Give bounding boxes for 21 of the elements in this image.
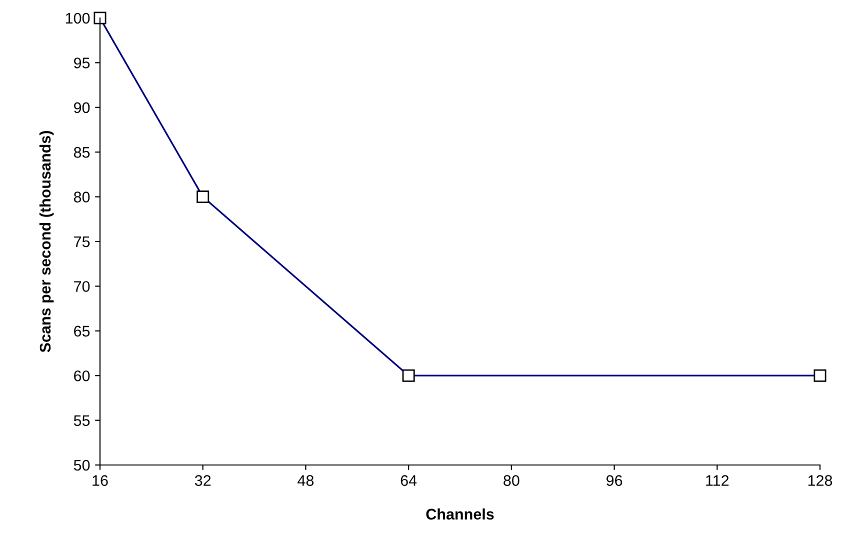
y-axis-title: Scans per second (thousands) [39, 131, 54, 352]
x-tick-label: 128 [808, 475, 832, 486]
y-tick-label: 55 [74, 415, 90, 426]
x-tick-label: 80 [504, 475, 520, 486]
y-tick-label: 95 [74, 58, 90, 68]
y-tick-label: 70 [74, 281, 90, 292]
y-tick-label: 60 [74, 370, 90, 382]
y-tick-label: 50 [74, 460, 90, 471]
y-tick-label: 65 [74, 326, 90, 337]
x-tick-label: 112 [706, 475, 729, 486]
x-axis-title: Channels [426, 508, 494, 520]
y-tick-label: 100 [66, 12, 90, 24]
y-tick-label: 90 [74, 102, 90, 114]
y-tick-label: 75 [74, 236, 90, 248]
x-tick-label: 64 [400, 475, 417, 486]
y-tick-label: 80 [74, 192, 90, 202]
y-tick-label: 85 [74, 146, 90, 158]
x-tick-label: 48 [298, 475, 314, 486]
x-tick-label: 96 [606, 475, 622, 486]
x-tick-label: 32 [194, 475, 211, 486]
x-tick-label: 16 [92, 475, 108, 486]
